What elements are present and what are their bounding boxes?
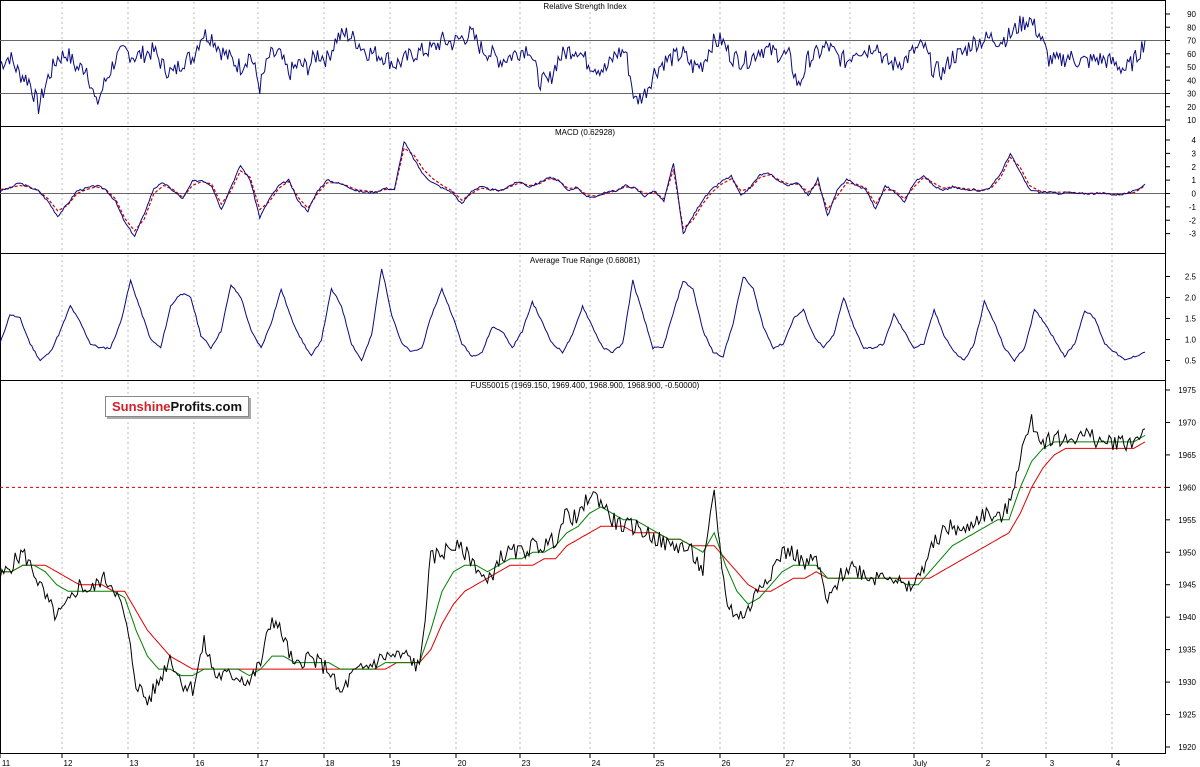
y-tick-label: 10 bbox=[1187, 116, 1196, 125]
y-tick-label: -2 bbox=[1189, 216, 1197, 225]
macd-line bbox=[0, 140, 1146, 238]
x-tick-label: 20 bbox=[458, 759, 467, 767]
x-tick-label: 11 bbox=[2, 759, 11, 767]
y-tick-label: 1925 bbox=[1178, 711, 1196, 720]
y-tick-label: -1 bbox=[1189, 203, 1197, 212]
x-tick-label: 25 bbox=[656, 759, 665, 767]
y-tick-label: 4 bbox=[1192, 136, 1197, 145]
panel-frame bbox=[0, 380, 1166, 754]
y-tick-label: 1965 bbox=[1178, 451, 1196, 460]
y-tick-label: 2.5 bbox=[1185, 273, 1197, 282]
panel-frame bbox=[0, 253, 1166, 381]
y-tick-label: 50 bbox=[1187, 63, 1196, 72]
macd-title: MACD (0.62928) bbox=[555, 128, 615, 137]
y-tick-label: 2 bbox=[1192, 163, 1197, 172]
y-tick-label: 1940 bbox=[1178, 613, 1196, 622]
price-line bbox=[0, 414, 1146, 706]
atr-line bbox=[0, 268, 1146, 363]
y-tick-label: 1970 bbox=[1178, 418, 1196, 427]
x-tick-label: 27 bbox=[786, 759, 795, 767]
x-tick-label: 23 bbox=[522, 759, 531, 767]
logo-part-profits: Profits.com bbox=[170, 399, 243, 414]
panel-frame bbox=[0, 0, 1166, 127]
panel-frame bbox=[0, 126, 1166, 254]
y-tick-label: 20 bbox=[1187, 103, 1196, 112]
x-tick-label: 19 bbox=[392, 759, 401, 767]
y-tick-label: 0.5 bbox=[1185, 357, 1197, 366]
y-tick-label: 90 bbox=[1187, 10, 1196, 19]
y-tick-label: 70 bbox=[1187, 37, 1196, 46]
y-tick-label: 3 bbox=[1192, 149, 1197, 158]
logo-part-sunshine: Sunshine bbox=[112, 399, 171, 414]
x-tick-label: 18 bbox=[326, 759, 335, 767]
x-tick-label: July bbox=[913, 759, 927, 767]
x-tick-label: 26 bbox=[722, 759, 731, 767]
y-tick-label: 1975 bbox=[1178, 386, 1196, 395]
rsi-line bbox=[0, 15, 1146, 114]
y-tick-label: 40 bbox=[1187, 76, 1196, 85]
y-tick-label: 1920 bbox=[1178, 743, 1196, 752]
y-tick-label: 0 bbox=[1192, 190, 1197, 199]
y-tick-label: 1955 bbox=[1178, 516, 1196, 525]
y-tick-label: 60 bbox=[1187, 50, 1196, 59]
x-tick-label: 30 bbox=[852, 759, 861, 767]
y-tick-label: 1930 bbox=[1178, 678, 1196, 687]
atr-title: Average True Range (0.68081) bbox=[530, 256, 640, 265]
y-tick-label: 30 bbox=[1187, 90, 1196, 99]
y-tick-label: 1.0 bbox=[1185, 336, 1197, 345]
y-tick-label: 1 bbox=[1192, 176, 1197, 185]
rsi-title: Relative Strength Index bbox=[543, 2, 626, 11]
y-tick-label: -3 bbox=[1189, 230, 1197, 239]
x-tick-label: 13 bbox=[130, 759, 139, 767]
price-ma-fast-line bbox=[0, 434, 1146, 677]
x-tick-label: 24 bbox=[592, 759, 601, 767]
y-tick-label: 1.5 bbox=[1185, 315, 1197, 324]
x-tick-label: 17 bbox=[260, 759, 269, 767]
y-tick-label: 1945 bbox=[1178, 581, 1196, 590]
x-tick-label: 12 bbox=[64, 759, 73, 767]
x-tick-label: 3 bbox=[1050, 759, 1055, 767]
y-tick-label: 2.0 bbox=[1185, 294, 1197, 303]
sunshine-profits-logo[interactable]: SunshineProfits.com bbox=[105, 396, 250, 417]
price-title: FUS50015 (1969.150, 1969.400, 1968.900, … bbox=[471, 381, 700, 390]
x-tick-label: 2 bbox=[986, 759, 991, 767]
y-tick-label: 80 bbox=[1187, 23, 1196, 32]
x-tick-label: 16 bbox=[196, 759, 205, 767]
y-tick-label: 1950 bbox=[1178, 548, 1196, 557]
y-tick-label: 1960 bbox=[1178, 483, 1196, 492]
price-ma-slow-line bbox=[0, 441, 1146, 670]
y-tick-label: 1935 bbox=[1178, 646, 1196, 655]
x-tick-label: 4 bbox=[1116, 759, 1121, 767]
